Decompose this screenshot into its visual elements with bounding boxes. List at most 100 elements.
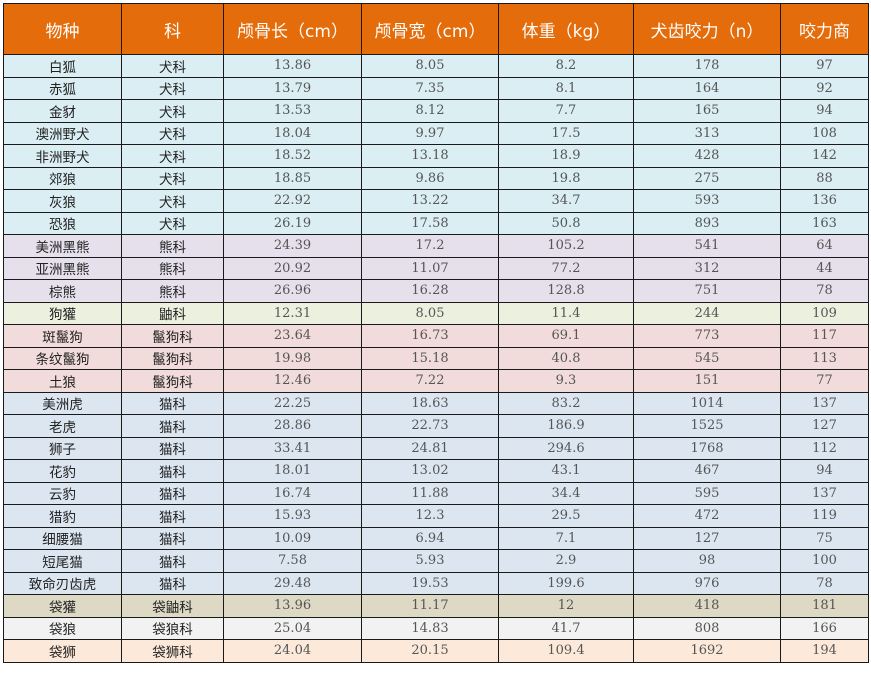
cell-bite-force: 751 — [633, 279, 781, 303]
cell-skull-length: 12.31 — [223, 301, 362, 325]
cell-skull-width: 16.73 — [361, 324, 499, 348]
cell-bite-force: 976 — [633, 571, 781, 595]
cell-bite-force-quotient: 137 — [780, 481, 869, 505]
cell-skull-width: 9.86 — [361, 166, 499, 190]
cell-weight: 8.1 — [498, 76, 634, 100]
cell-skull-length: 18.52 — [223, 144, 362, 168]
cell-weight: 105.2 — [498, 234, 634, 258]
cell-family: 猫科 — [121, 436, 224, 460]
cell-family: 犬科 — [121, 211, 224, 235]
cell-skull-length: 23.64 — [223, 324, 362, 348]
cell-bite-force: 595 — [633, 481, 781, 505]
cell-bite-force-quotient: 100 — [780, 549, 869, 573]
cell-bite-force: 312 — [633, 256, 781, 280]
cell-family: 猫科 — [121, 459, 224, 483]
cell-bite-force-quotient: 166 — [780, 616, 869, 640]
cell-bite-force-quotient: 88 — [780, 166, 869, 190]
cell-bite-force: 244 — [633, 301, 781, 325]
cell-skull-width: 16.28 — [361, 279, 499, 303]
cell-bite-force: 275 — [633, 166, 781, 190]
cell-skull-width: 11.88 — [361, 481, 499, 505]
cell-weight: 7.7 — [498, 99, 634, 123]
cell-skull-length: 10.09 — [223, 526, 362, 550]
cell-species: 狗獾 — [3, 301, 122, 325]
cell-skull-width: 24.81 — [361, 436, 499, 460]
cell-family: 猫科 — [121, 504, 224, 528]
cell-weight: 43.1 — [498, 459, 634, 483]
cell-bite-force: 178 — [633, 54, 781, 78]
cell-bite-force: 1525 — [633, 414, 781, 438]
cell-skull-length: 13.79 — [223, 76, 362, 100]
cell-skull-length: 25.04 — [223, 616, 362, 640]
table-row: 灰狼 犬科 22.92 13.22 34.7 593 136 — [3, 189, 869, 213]
cell-family: 犬科 — [121, 121, 224, 145]
cell-skull-length: 13.96 — [223, 594, 362, 618]
table-row: 袋狼 袋狼科 25.04 14.83 41.7 808 166 — [3, 616, 869, 640]
table-row: 袋獾 袋鼬科 13.96 11.17 12 418 181 — [3, 594, 869, 618]
table-row: 猎豹 猫科 15.93 12.3 29.5 472 119 — [3, 504, 869, 528]
cell-bite-force-quotient: 94 — [780, 459, 869, 483]
table-row: 美洲虎 猫科 22.25 18.63 83.2 1014 137 — [3, 391, 869, 415]
cell-skull-length: 26.96 — [223, 279, 362, 303]
cell-family: 袋狮科 — [121, 639, 224, 663]
cell-skull-width: 15.18 — [361, 346, 499, 370]
cell-skull-length: 19.98 — [223, 346, 362, 370]
table-row: 狗獾 鼬科 12.31 8.05 11.4 244 109 — [3, 301, 869, 325]
carnivore-bite-force-table: 物种 科 颅骨长（cm） 颅骨宽（cm） 体重（kg） 犬齿咬力（n） 咬力商 … — [3, 3, 869, 663]
cell-bite-force-quotient: 181 — [780, 594, 869, 618]
cell-family: 猫科 — [121, 481, 224, 505]
cell-family: 犬科 — [121, 54, 224, 78]
table-row: 亚洲黑熊 熊科 20.92 11.07 77.2 312 44 — [3, 256, 869, 280]
cell-skull-length: 13.53 — [223, 99, 362, 123]
cell-weight: 18.9 — [498, 144, 634, 168]
cell-family: 犬科 — [121, 99, 224, 123]
cell-skull-width: 12.3 — [361, 504, 499, 528]
cell-bite-force-quotient: 64 — [780, 234, 869, 258]
cell-bite-force: 1768 — [633, 436, 781, 460]
cell-species: 猎豹 — [3, 504, 122, 528]
cell-weight: 41.7 — [498, 616, 634, 640]
cell-skull-width: 22.73 — [361, 414, 499, 438]
cell-species: 郊狼 — [3, 166, 122, 190]
cell-species: 非洲野犬 — [3, 144, 122, 168]
cell-species: 美洲虎 — [3, 391, 122, 415]
cell-weight: 186.9 — [498, 414, 634, 438]
cell-species: 灰狼 — [3, 189, 122, 213]
cell-bite-force-quotient: 44 — [780, 256, 869, 280]
cell-skull-width: 8.12 — [361, 99, 499, 123]
cell-species: 赤狐 — [3, 76, 122, 100]
cell-species: 袋獾 — [3, 594, 122, 618]
cell-skull-width: 11.17 — [361, 594, 499, 618]
cell-species: 袋狮 — [3, 639, 122, 663]
cell-skull-width: 17.58 — [361, 211, 499, 235]
cell-skull-length: 22.92 — [223, 189, 362, 213]
cell-skull-length: 12.46 — [223, 369, 362, 393]
cell-species: 花豹 — [3, 459, 122, 483]
cell-skull-width: 14.83 — [361, 616, 499, 640]
cell-bite-force: 165 — [633, 99, 781, 123]
cell-bite-force: 773 — [633, 324, 781, 348]
cell-skull-width: 13.18 — [361, 144, 499, 168]
cell-skull-length: 7.58 — [223, 549, 362, 573]
cell-skull-length: 20.92 — [223, 256, 362, 280]
table-row: 非洲野犬 犬科 18.52 13.18 18.9 428 142 — [3, 144, 869, 168]
cell-family: 袋狼科 — [121, 616, 224, 640]
table-row: 恐狼 犬科 26.19 17.58 50.8 893 163 — [3, 211, 869, 235]
cell-bite-force: 541 — [633, 234, 781, 258]
cell-weight: 29.5 — [498, 504, 634, 528]
cell-skull-width: 19.53 — [361, 571, 499, 595]
cell-family: 犬科 — [121, 166, 224, 190]
cell-skull-width: 7.22 — [361, 369, 499, 393]
cell-bite-force: 593 — [633, 189, 781, 213]
cell-family: 熊科 — [121, 279, 224, 303]
cell-bite-force: 893 — [633, 211, 781, 235]
cell-skull-length: 18.04 — [223, 121, 362, 145]
cell-family: 鼬科 — [121, 301, 224, 325]
cell-skull-length: 26.19 — [223, 211, 362, 235]
cell-bite-force-quotient: 108 — [780, 121, 869, 145]
cell-bite-force: 428 — [633, 144, 781, 168]
cell-bite-force: 418 — [633, 594, 781, 618]
cell-species: 云豹 — [3, 481, 122, 505]
cell-bite-force-quotient: 109 — [780, 301, 869, 325]
cell-weight: 8.2 — [498, 54, 634, 78]
